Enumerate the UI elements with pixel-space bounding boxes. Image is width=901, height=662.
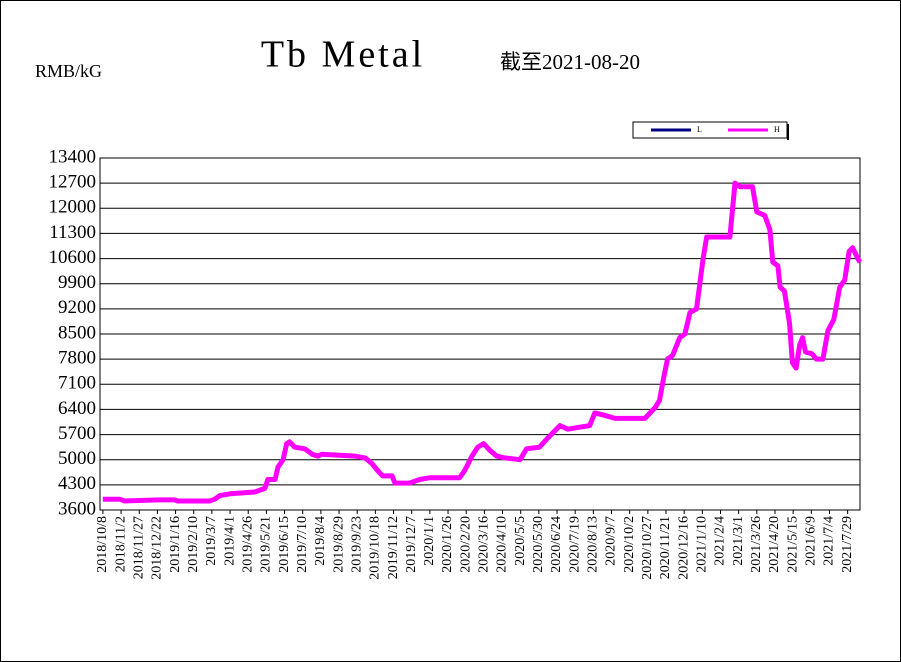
- legend-label: H: [774, 125, 780, 134]
- x-tick-label: 2019/4/1: [222, 516, 237, 566]
- y-tick-label: 6400: [58, 398, 96, 419]
- y-tick-label: 3600: [58, 498, 96, 519]
- x-tick-label: 2019/10/18: [368, 516, 383, 580]
- x-tick-label: 2020/12/16: [676, 516, 691, 580]
- x-tick-label: 2019/9/23: [349, 516, 364, 573]
- x-tick-label: 2021/3/1: [731, 516, 746, 566]
- x-tick-label: 2019/8/4: [313, 516, 328, 566]
- x-tick-label: 2020/8/13: [586, 516, 601, 573]
- y-tick-label: 9200: [58, 297, 96, 318]
- x-tick-label: 2021/7/4: [822, 516, 837, 566]
- x-tick-label: 2020/4/10: [495, 516, 510, 573]
- x-tick-label: 2019/11/12: [386, 516, 401, 579]
- x-tick-label: 2020/1/1: [422, 516, 437, 566]
- y-tick-label: 7800: [58, 348, 96, 369]
- x-tick-label: 2021/7/29: [840, 516, 855, 573]
- x-tick-label: 2020/11/21: [658, 516, 673, 579]
- x-tick-label: 2018/10/8: [95, 516, 110, 573]
- y-axis-label: RMB/kG: [35, 61, 102, 81]
- x-tick-label: 2021/1/10: [695, 516, 710, 573]
- x-tick-label: 2021/6/9: [804, 516, 819, 566]
- x-tick-label: 2019/12/7: [404, 516, 419, 573]
- legend-shadow: [787, 124, 789, 140]
- x-tick-label: 2018/11/27: [131, 516, 146, 579]
- x-tick-label: 2021/4/20: [767, 516, 782, 573]
- x-tick-label: 2020/1/26: [440, 516, 455, 573]
- x-tick-label: 2020/2/20: [458, 516, 473, 573]
- y-tick-label: 12700: [49, 172, 97, 193]
- x-tick-label: 2019/7/10: [295, 516, 310, 573]
- x-tick-label: 2020/9/7: [604, 516, 619, 566]
- y-tick-label: 11300: [49, 222, 96, 243]
- y-tick-label: 5700: [58, 423, 96, 444]
- legend-label: L: [697, 125, 702, 134]
- y-tick-label: 4300: [58, 473, 96, 494]
- y-tick-label: 7100: [58, 373, 96, 394]
- series-line: [102, 180, 863, 504]
- x-tick-label: 2019/4/26: [240, 516, 255, 573]
- x-tick-label: 2019/5/21: [259, 516, 274, 573]
- x-tick-label: 2018/11/2: [113, 516, 128, 572]
- x-tick-label: 2021/3/26: [749, 516, 764, 573]
- x-tick-label: 2019/3/7: [204, 516, 219, 566]
- x-tick-label: 2019/8/29: [331, 516, 346, 573]
- y-tick-label: 9900: [58, 272, 96, 293]
- x-tick-label: 2020/10/27: [640, 516, 655, 580]
- y-tick-label: 13400: [49, 146, 97, 167]
- y-tick-label: 5000: [58, 448, 96, 469]
- x-tick-label: 2019/1/16: [168, 516, 183, 573]
- chart-title: Tb Metal: [261, 34, 425, 76]
- x-tick-label: 2019/2/10: [186, 516, 201, 573]
- x-tick-label: 2020/3/16: [477, 516, 492, 573]
- y-tick-label: 8500: [58, 322, 96, 343]
- plot-border: [99, 157, 861, 511]
- x-tick-label: 2018/12/22: [150, 516, 165, 580]
- x-tick-label: 2020/5/5: [513, 516, 528, 566]
- x-tick-label: 2020/6/24: [549, 516, 564, 573]
- x-tick-label: 2020/10/2: [622, 516, 637, 573]
- x-tick-label: 2021/5/15: [785, 516, 800, 573]
- x-tick-label: 2020/5/30: [531, 516, 546, 573]
- x-tick-label: 2021/2/4: [713, 516, 728, 566]
- y-tick-label: 10600: [49, 247, 97, 268]
- chart-subtitle: 截至2021-08-20: [500, 50, 640, 74]
- y-tick-label: 12000: [49, 197, 97, 218]
- x-tick-label: 2019/6/15: [277, 516, 292, 573]
- x-tick-label: 2020/7/19: [567, 516, 582, 573]
